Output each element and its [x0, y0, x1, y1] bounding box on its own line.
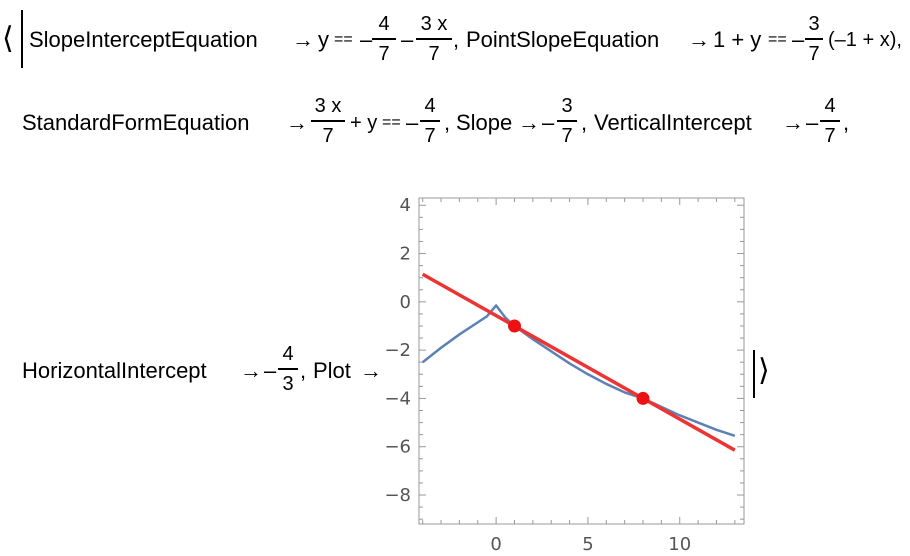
vertical-intercept-key: VerticalIntercept [594, 110, 752, 135]
minus-3: – [792, 27, 805, 52]
si-fraction-2-num: 3 x [420, 13, 448, 35]
minus-4: – [406, 110, 419, 135]
eq-2: == [768, 31, 787, 48]
y-tick-label: −8 [384, 485, 411, 506]
data-point [507, 319, 521, 333]
ps-fraction-den: 7 [808, 42, 820, 65]
plot-frame [418, 197, 745, 525]
slope-fraction: 3 7 [557, 94, 577, 148]
si-fraction-1: 4 7 [372, 12, 396, 66]
sf-fraction-bar [311, 120, 345, 122]
hi-fraction: 4 3 [278, 342, 298, 396]
arrow-2: → [688, 27, 710, 52]
x-tick-label: 10 [668, 534, 691, 555]
si-fraction-2: 3 x 7 [416, 12, 452, 66]
arrow-3: → [286, 110, 308, 135]
y-tick-label: 4 [400, 195, 411, 216]
plot-series [421, 272, 736, 452]
ps-tail: (–1 + x), [828, 29, 902, 51]
si-fraction-2-den: 7 [428, 42, 440, 65]
eq-1: == [334, 31, 353, 48]
plot-points [507, 319, 650, 405]
arrow-5: → [782, 110, 804, 135]
arrow-4: → [518, 110, 540, 135]
vi-num: 4 [824, 95, 836, 117]
slope-intercept-key: SlopeInterceptEquation [29, 27, 258, 52]
plot-ticks [419, 198, 744, 524]
vi-den: 7 [824, 124, 836, 147]
minus-6: – [806, 110, 819, 135]
open-delimiter-bar [21, 10, 23, 68]
comma-3: , [581, 110, 588, 135]
sf-fraction-num: 3 x [314, 95, 342, 117]
ps-fraction-bar [805, 38, 823, 40]
sf-rhs-bar [420, 120, 440, 122]
point-slope-key: PointSlopeEquation [466, 27, 660, 52]
hi-bar [278, 368, 298, 370]
sf-fraction-den: 7 [322, 124, 334, 147]
horizontal-intercept-key: HorizontalIntercept [22, 358, 207, 383]
ps-fraction: 3 7 [805, 12, 823, 66]
si-fraction-1-den: 7 [378, 42, 390, 65]
sf-rhs-num: 4 [424, 95, 436, 117]
hi-num: 4 [282, 343, 294, 365]
y-tick-label: 0 [400, 292, 411, 313]
vi-bar [820, 120, 840, 122]
y-tick-label: 2 [400, 244, 411, 265]
arrow-6: → [240, 358, 262, 383]
sf-mid: + y [350, 112, 378, 134]
si-lhs: y [318, 27, 329, 52]
sf-rhs-den: 7 [424, 124, 436, 147]
comma-5: , [300, 358, 307, 383]
minus-7: – [264, 358, 277, 383]
sf-rhs-fraction: 4 7 [420, 94, 440, 148]
plot-tick-labels: 0 5 10 4 2 0 −2 −4 −6 −8 [384, 195, 691, 555]
si-fraction-1-num: 4 [378, 13, 390, 35]
minus-5: – [542, 110, 555, 135]
slope-den: 7 [561, 124, 573, 147]
plot-border [418, 197, 745, 525]
arrow-7: → [360, 358, 382, 383]
vi-fraction: 4 7 [820, 94, 840, 148]
slope-key: Slope [456, 110, 513, 135]
minus-2: – [401, 27, 414, 52]
plot-key: Plot [313, 358, 351, 383]
standard-form-key: StandardFormEquation [22, 110, 250, 135]
si-fraction-2-bar [416, 38, 452, 40]
ps-fraction-num: 3 [808, 13, 820, 35]
data-point [636, 391, 650, 405]
x-tick-label: 5 [582, 534, 593, 555]
comma-1: , [453, 27, 460, 52]
comma-2: , [444, 110, 451, 135]
ps-lhs: 1 + y [713, 27, 762, 52]
y-tick-label: −4 [384, 388, 411, 409]
eq-3: == [382, 114, 401, 131]
sf-fraction: 3 x 7 [311, 94, 345, 148]
slope-bar [557, 120, 577, 122]
comma-4: , [843, 110, 850, 135]
y-tick-label: −6 [384, 437, 411, 458]
close-delimiter-bar [753, 350, 755, 398]
si-fraction-1-bar [372, 38, 396, 40]
curve-series [421, 304, 736, 438]
x-tick-label: 0 [490, 534, 501, 555]
minus-1: – [360, 27, 373, 52]
arrow-1: → [292, 27, 314, 52]
open-angle-bracket: ⟨ [2, 22, 14, 55]
tangent-line-series [421, 272, 736, 452]
close-angle-bracket: ⟩ [758, 354, 770, 387]
slope-num: 3 [561, 95, 573, 117]
y-tick-label: −2 [384, 340, 411, 361]
hi-den: 3 [282, 372, 294, 395]
